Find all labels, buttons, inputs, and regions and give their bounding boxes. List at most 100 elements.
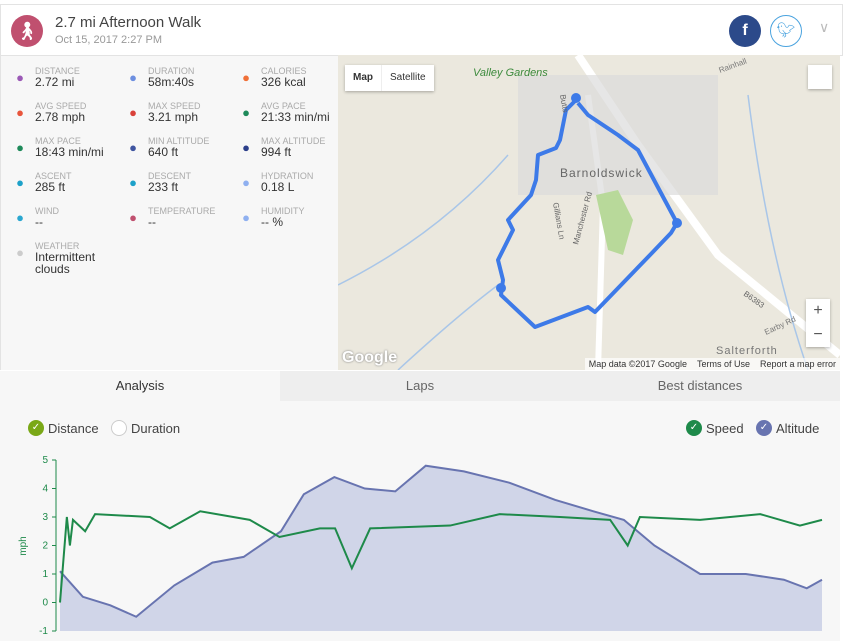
zoom-out-button[interactable]: −	[813, 326, 823, 343]
flame-icon: ●	[242, 70, 250, 85]
route-map[interactable]: Valley Gardens Barnoldswick Manchester R…	[338, 55, 840, 370]
facebook-share-button[interactable]: f	[729, 15, 761, 47]
terms-link[interactable]: Terms of Use	[696, 359, 750, 369]
tab-laps[interactable]: Laps	[280, 371, 560, 401]
walk-icon: 🚶︎	[11, 15, 43, 47]
tab-best-distances[interactable]: Best distances	[560, 371, 840, 401]
wind-icon: ●	[16, 210, 24, 225]
route-marker-2[interactable]	[672, 218, 682, 228]
toggle-label: Speed	[706, 420, 744, 436]
map-label: Earby Rd	[763, 315, 797, 337]
stats-panel: ● DISTANCE 2.72 mi ● DURATION 58m:40s ● CALORIE…	[0, 56, 338, 370]
stat-label: CALORIES	[261, 66, 307, 76]
stat-value: 18:43 min/mi	[35, 145, 104, 159]
google-logo: Google	[342, 349, 398, 366]
stat-label: DISTANCE	[35, 66, 80, 76]
route-start-marker[interactable]	[571, 93, 581, 103]
stat-label: MAX ALTITUDE	[261, 136, 326, 146]
stat-label: MIN ALTITUDE	[148, 136, 210, 146]
y-tick-label: -1	[39, 626, 48, 637]
stat-value: 2.78 mph	[35, 110, 86, 124]
y-tick-label: 0	[42, 598, 48, 609]
map-footer: Map data ©2017 Google Terms of Use Repor…	[584, 358, 840, 370]
map-type-control: Map Satellite	[345, 65, 434, 91]
unchecked-circle-icon	[111, 420, 127, 436]
distance-toggle[interactable]: ✓ Distance	[28, 420, 99, 436]
speed-line	[59, 510, 823, 603]
route-line	[496, 98, 679, 329]
stat-label: DURATION	[148, 66, 195, 76]
stat-label: TEMPERATURE	[148, 206, 216, 216]
y-tick-label: 4	[42, 484, 48, 495]
tab-bar: Analysis Laps Best distances	[0, 371, 840, 401]
map-label: Butts	[558, 94, 570, 114]
map-canvas: Valley Gardens Barnoldswick Manchester R…	[338, 55, 840, 370]
gauge-icon: ●	[16, 140, 24, 155]
map-type-map-button[interactable]: Map	[353, 72, 373, 83]
check-icon: ✓	[686, 420, 702, 436]
stopwatch-icon: ●	[129, 70, 137, 85]
chevron-down-icon[interactable]: ∨	[819, 19, 830, 35]
stat-value: 3.21 mph	[148, 110, 199, 124]
stat-value: 0.18 L	[261, 180, 295, 194]
zoom-in-button[interactable]: +	[813, 302, 823, 319]
map-label: Salterforth	[716, 345, 778, 357]
stat-value: 326 kcal	[261, 75, 306, 89]
stat-value: --	[35, 215, 43, 229]
toggle-label: Distance	[48, 420, 99, 436]
descent-icon: ●	[129, 175, 137, 190]
y-tick-label: 3	[42, 512, 48, 523]
stat-value: 285 ft	[35, 180, 66, 194]
speed-altitude-chart[interactable]: 5 4 3 2 1 0 -1 mph	[0, 401, 840, 641]
altitude-line	[59, 464, 823, 618]
check-icon: ✓	[756, 420, 772, 436]
toggle-label: Duration	[131, 420, 181, 436]
speedometer-icon: ●	[129, 105, 137, 120]
altitude-toggle[interactable]: ✓ Altitude	[756, 420, 819, 436]
stat-value: 994 ft	[261, 145, 292, 159]
map-attribution: Map data ©2017 Google	[588, 359, 687, 369]
distance-icon: ●	[16, 70, 24, 85]
stat-label: AVG SPEED	[35, 101, 87, 111]
y-tick-label: 1	[42, 569, 48, 580]
report-error-link[interactable]: Report a map error	[759, 359, 836, 369]
stat-value: 58m:40s	[148, 75, 195, 89]
altitude-area	[60, 465, 822, 631]
activity-date: Oct 15, 2017 2:27 PM	[55, 34, 163, 46]
route-marker-1[interactable]	[496, 283, 506, 293]
gauge-icon: ●	[242, 105, 250, 120]
stat-label: AVG PACE	[261, 101, 306, 111]
duration-toggle[interactable]: Duration	[111, 420, 180, 436]
map-label: Manchester Rd	[571, 191, 594, 246]
toggle-label: Altitude	[776, 420, 820, 436]
stat-value: 640 ft	[148, 145, 179, 159]
stat-value: 2.72 mi	[35, 75, 75, 89]
stat-value: 21:33 min/mi	[261, 110, 330, 124]
speed-toggle[interactable]: ✓ Speed	[686, 420, 744, 436]
stat-label: DESCENT	[148, 171, 192, 181]
drops-icon: ●	[242, 175, 250, 190]
stat-label: WIND	[35, 206, 59, 216]
humidity-icon: ●	[242, 210, 250, 225]
twitter-share-button[interactable]: 🐦︎	[770, 15, 802, 47]
y-tick-label: 5	[42, 455, 48, 466]
thermometer-icon: ●	[129, 210, 137, 225]
activity-header: 🚶︎ 2.7 mi Afternoon Walk Oct 15, 2017 2:…	[0, 4, 843, 56]
check-icon: ✓	[28, 420, 44, 436]
map-label: Gillians Ln	[551, 202, 566, 240]
speedometer-icon: ●	[16, 105, 24, 120]
stat-label: HYDRATION	[261, 171, 314, 181]
stat-value: -- %	[261, 215, 283, 229]
map-type-satellite-button[interactable]: Satellite	[381, 65, 434, 91]
map-label: Barnoldswick	[560, 166, 643, 180]
tab-analysis[interactable]: Analysis	[0, 371, 280, 401]
stat-label: WEATHER	[35, 241, 80, 251]
ascent-icon: ●	[16, 175, 24, 190]
stat-label: MAX SPEED	[148, 101, 201, 111]
map-label: Valley Gardens	[473, 67, 548, 79]
mountain-icon: ●	[129, 140, 137, 155]
y-tick-label: 2	[42, 541, 48, 552]
stat-value: Intermittent clouds	[35, 250, 96, 276]
fullscreen-button[interactable]	[808, 65, 832, 89]
